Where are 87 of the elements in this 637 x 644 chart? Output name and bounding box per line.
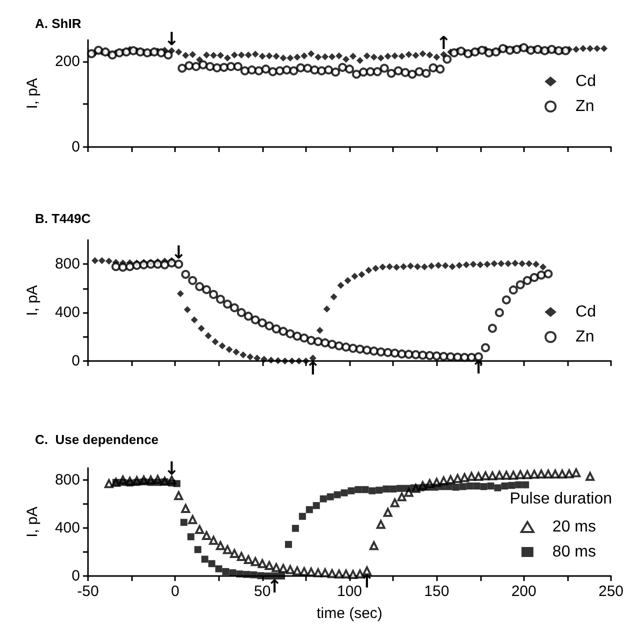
point bbox=[473, 482, 480, 490]
point bbox=[222, 568, 230, 576]
legend-label: 80 ms bbox=[552, 544, 596, 560]
chart-title: B. T449C bbox=[35, 211, 92, 226]
y-tick-label: 800 bbox=[54, 256, 80, 273]
annotation: ↓ bbox=[164, 29, 180, 50]
point bbox=[445, 483, 452, 490]
point bbox=[264, 572, 272, 580]
annotation: ↑ bbox=[436, 33, 452, 54]
point bbox=[126, 480, 134, 486]
point bbox=[501, 482, 508, 490]
point bbox=[452, 484, 460, 491]
point bbox=[173, 480, 180, 488]
x-tick-label: 50 bbox=[254, 583, 271, 600]
legend-label: Zn bbox=[576, 328, 594, 346]
legend-label: Cd bbox=[576, 73, 596, 90]
point bbox=[250, 571, 258, 578]
x-tick-label: 200 bbox=[511, 583, 536, 600]
point bbox=[298, 512, 306, 520]
point bbox=[396, 484, 404, 492]
point bbox=[362, 486, 369, 494]
point bbox=[320, 495, 327, 502]
y-tick-label: 0 bbox=[72, 138, 80, 156]
point bbox=[515, 481, 522, 488]
point bbox=[431, 484, 438, 491]
point bbox=[292, 524, 299, 532]
point bbox=[194, 546, 202, 554]
point bbox=[306, 506, 313, 514]
point bbox=[480, 483, 488, 490]
point bbox=[278, 572, 286, 580]
point bbox=[161, 478, 168, 486]
point bbox=[208, 560, 216, 568]
point bbox=[243, 570, 250, 578]
y-axis-title: I, pA bbox=[24, 506, 41, 538]
x-tick-label: 250 bbox=[598, 583, 624, 600]
point bbox=[382, 486, 390, 492]
point bbox=[348, 487, 355, 494]
x-tick-label: 150 bbox=[424, 583, 450, 600]
y-tick-label: 0 bbox=[72, 568, 80, 584]
point bbox=[229, 569, 236, 576]
legend-label: Zn bbox=[576, 98, 594, 115]
point bbox=[312, 502, 320, 510]
y-tick-label: 400 bbox=[54, 520, 80, 536]
y-axis-title: I, pA bbox=[24, 78, 41, 109]
point bbox=[354, 486, 362, 494]
point bbox=[236, 570, 244, 578]
point bbox=[284, 540, 292, 548]
point bbox=[271, 572, 278, 580]
point bbox=[522, 481, 530, 488]
x-tick-label: 0 bbox=[170, 583, 180, 600]
annotation: ↓ bbox=[164, 458, 180, 480]
point bbox=[508, 482, 516, 489]
point bbox=[119, 478, 126, 486]
legend-label: Cd bbox=[576, 304, 596, 320]
point bbox=[466, 482, 474, 490]
legend-label: 20 ms bbox=[552, 518, 596, 536]
point bbox=[424, 484, 432, 491]
point bbox=[257, 572, 264, 580]
y-tick-label: 200 bbox=[54, 52, 80, 70]
point bbox=[215, 565, 222, 572]
point bbox=[368, 487, 376, 494]
point bbox=[390, 486, 397, 492]
annotation: ↑ bbox=[305, 358, 320, 380]
point bbox=[140, 478, 148, 486]
point bbox=[154, 478, 162, 486]
point bbox=[487, 482, 494, 490]
x-axis-title: time (sec) bbox=[316, 605, 382, 622]
y-tick-label: 400 bbox=[54, 304, 80, 322]
y-axis-title: I, pA bbox=[24, 285, 41, 316]
x-tick-label: -50 bbox=[77, 583, 99, 600]
annotation: ↓ bbox=[171, 242, 186, 264]
point bbox=[376, 486, 383, 494]
legend-title: Pulse duration bbox=[510, 490, 612, 508]
point bbox=[334, 491, 341, 498]
point bbox=[201, 556, 208, 563]
y-tick-label: 800 bbox=[54, 472, 80, 488]
chart-title: A. ShIR bbox=[35, 16, 82, 31]
point bbox=[326, 493, 334, 500]
point bbox=[459, 483, 466, 490]
x-tick-label: 100 bbox=[336, 583, 362, 600]
chart-title: C. Use dependence bbox=[35, 432, 159, 447]
point bbox=[147, 478, 154, 486]
point bbox=[180, 518, 188, 526]
y-tick-label: 0 bbox=[72, 352, 80, 370]
point bbox=[340, 489, 348, 496]
point bbox=[187, 533, 194, 540]
point bbox=[494, 484, 502, 492]
